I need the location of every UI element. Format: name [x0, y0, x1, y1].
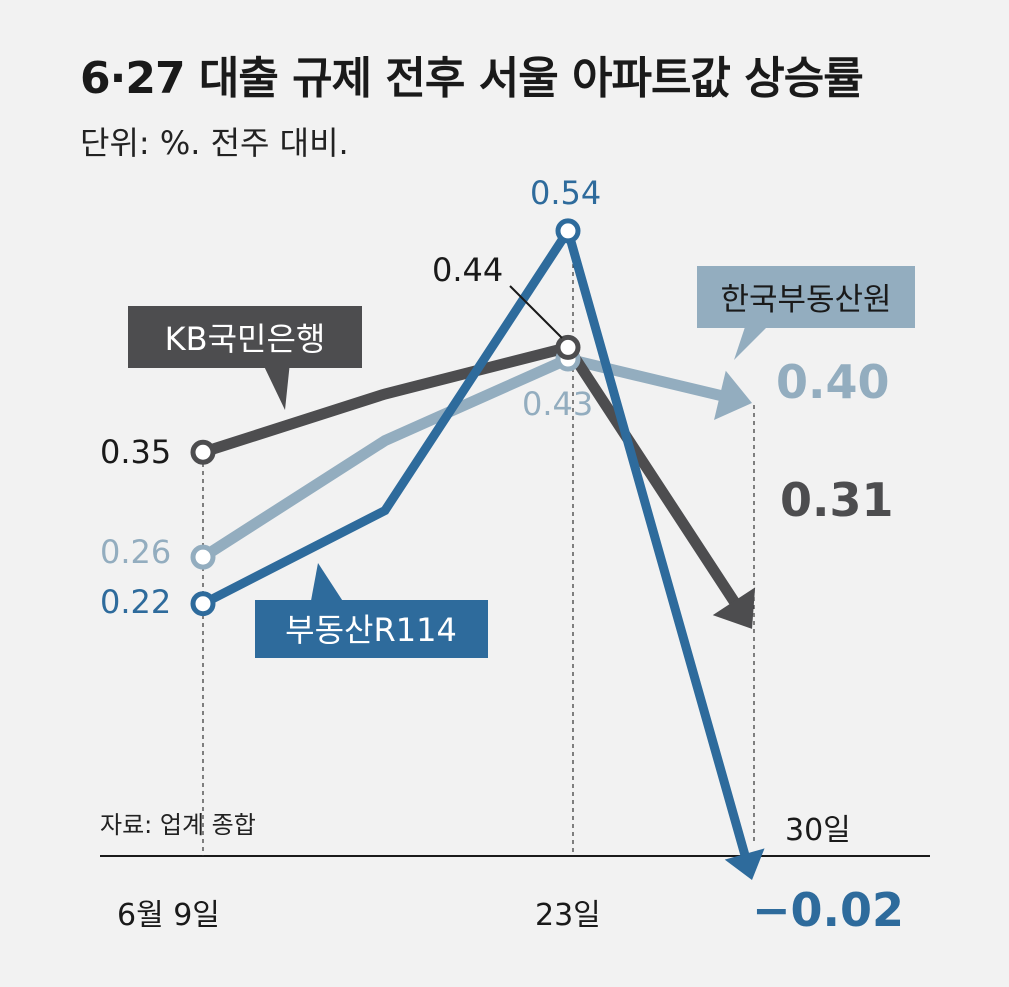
point-r114-23: [555, 218, 581, 244]
series-r114-arrowhead: [724, 848, 765, 880]
data-label-kb-23: 0.44: [432, 251, 503, 289]
callout-reb-label: 한국부동산원: [720, 282, 891, 318]
data-label-kb-30: 0.31: [780, 473, 894, 527]
data-label-r114-jun9: 0.22: [100, 583, 171, 621]
data-label-reb-30: 0.40: [776, 355, 890, 409]
x-tick-label-23: 23일: [535, 898, 601, 933]
callout-kb-box: [128, 306, 362, 368]
chart-title: 6·27 대출 규제 전후 서울 아파트값 상승률: [80, 53, 864, 104]
data-label-reb-23: 0.43: [522, 385, 593, 423]
chart-source: 자료: 업계 종합: [100, 811, 256, 839]
callout-reb-box: [697, 266, 915, 328]
series-kb-arrowhead: [712, 587, 756, 629]
data-label-reb-jun9: 0.26: [100, 533, 171, 571]
callout-r114-box: [255, 600, 488, 658]
leader-kb-044: [509, 285, 563, 339]
callout-kb-pointer: [262, 362, 290, 410]
callout-r114-pointer: [310, 563, 346, 606]
data-label-kb-jun9: 0.35: [100, 433, 171, 471]
point-reb-jun9: [190, 544, 216, 570]
data-label-r114-30: −0.02: [752, 883, 904, 937]
point-kb-23: [555, 334, 581, 360]
point-r114-jun9: [190, 591, 216, 617]
series-reb-line: [200, 353, 728, 562]
x-tick-label-jun9: 6월 9일: [117, 898, 220, 933]
callout-r114-label: 부동산R114: [285, 611, 457, 649]
x-tick-label-30: 30일: [785, 813, 851, 848]
series-reb-arrowhead: [714, 370, 752, 420]
callout-kb-label: KB국민은행: [165, 320, 326, 358]
series-r114-line: [200, 220, 751, 861]
data-label-r114-23: 0.54: [530, 174, 601, 212]
callout-reb-pointer: [734, 318, 776, 360]
point-kb-jun9: [190, 439, 216, 465]
chart-subtitle: 단위: %. 전주 대비.: [80, 124, 349, 162]
